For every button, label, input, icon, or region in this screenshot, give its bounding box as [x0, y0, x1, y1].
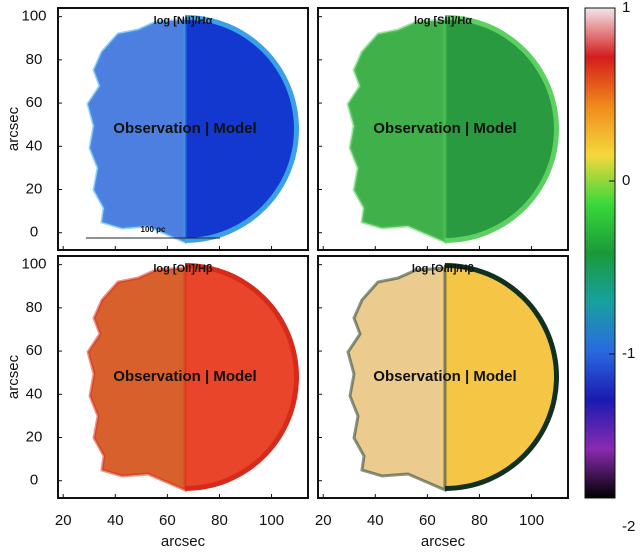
y-axis-label: arcsec	[5, 354, 22, 399]
x-tick-label: 20	[55, 512, 72, 529]
panel-annotation: Observation | Model	[373, 120, 516, 137]
y-tick-label: 20	[26, 180, 43, 197]
colorbar-tick-label: -1	[622, 345, 635, 362]
panel-title: log [OIII]/Hβ	[412, 263, 475, 275]
panel-title: log [OII]/Hβ	[153, 263, 213, 275]
panel-annotation: Observation | Model	[113, 368, 256, 385]
y-tick-label: 100	[21, 8, 46, 25]
panel-title: log [NII]/Hα	[154, 15, 213, 27]
x-tick-label: 60	[159, 512, 176, 529]
panel-title: log [SII]/Hα	[414, 15, 472, 27]
model-disk	[445, 268, 554, 486]
x-tick-label: 40	[107, 512, 124, 529]
x-axis-label: arcsec	[161, 533, 206, 550]
x-tick-label: 40	[367, 512, 384, 529]
x-tick-label: 80	[211, 512, 228, 529]
y-tick-label: 40	[26, 385, 43, 402]
x-axis-label: arcsec	[421, 533, 466, 550]
y-tick-label: 60	[26, 94, 43, 111]
colorbar-tick-label: -2	[622, 518, 635, 535]
colorbar-tick-label: 1	[622, 0, 630, 16]
y-tick-label: 20	[26, 428, 43, 445]
y-axis-label: arcsec	[5, 106, 22, 151]
x-tick-label: 80	[471, 512, 488, 529]
y-tick-label: 60	[26, 342, 43, 359]
observation-map	[346, 18, 447, 245]
model-disk	[185, 268, 294, 486]
y-tick-label: 80	[26, 299, 43, 316]
model-disk	[445, 20, 554, 238]
x-tick-label: 60	[419, 512, 436, 529]
x-tick-label: 20	[315, 512, 332, 529]
colorbar-tick-label: 0	[622, 172, 630, 189]
panel-annotation: Observation | Model	[113, 120, 256, 137]
y-tick-label: 80	[26, 51, 43, 68]
map-panel: log [NII]/Hα Observation | Model 0 20 40 60 80…	[5, 7, 309, 251]
colorbar	[584, 7, 616, 499]
map-panel: log [OIII]/Hβ Observation | Model 20 40 60 80…	[315, 255, 569, 550]
panel-annotation: Observation | Model	[373, 368, 516, 385]
scale-bar-label: 100 pc	[141, 225, 166, 234]
observation-map	[86, 18, 187, 245]
x-tick-label: 100	[519, 512, 544, 529]
map-panel: log [SII]/Hα Observation | Model	[317, 7, 569, 251]
map-panel: log [OII]/Hβ Observation | Model 20 40 60 80 1…	[5, 255, 309, 550]
observation-map	[346, 266, 447, 493]
y-tick-label: 0	[30, 472, 38, 489]
y-tick-label: 0	[30, 224, 38, 241]
y-tick-label: 100	[21, 256, 46, 273]
model-disk	[185, 20, 294, 238]
observation-map	[86, 266, 187, 493]
y-tick-label: 40	[26, 137, 43, 154]
x-tick-label: 100	[259, 512, 284, 529]
